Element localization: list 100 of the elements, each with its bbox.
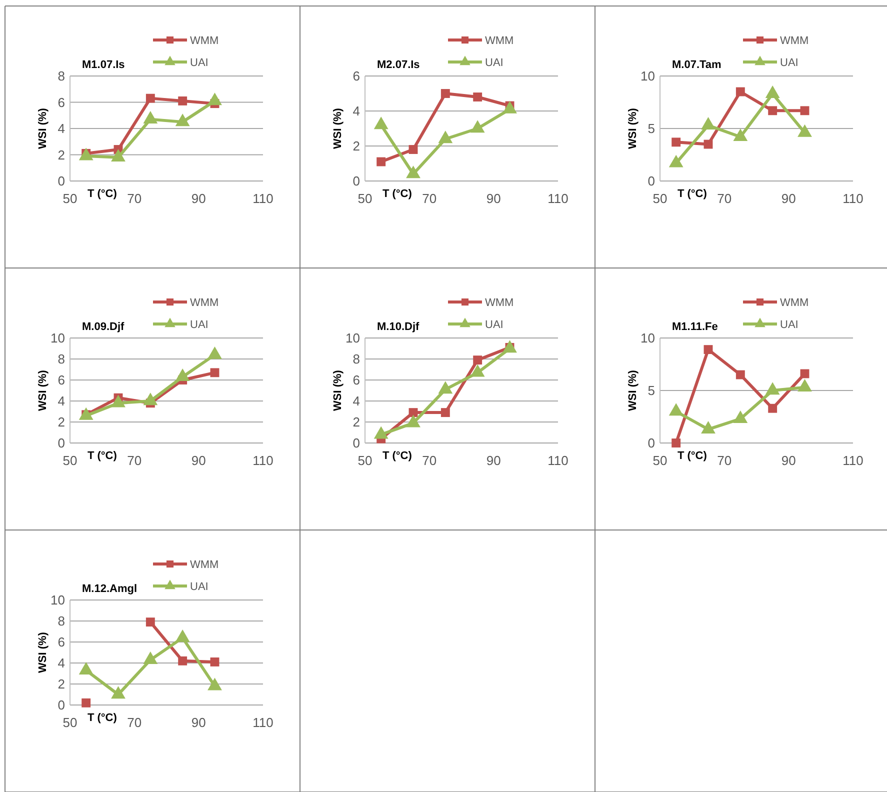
- x-tick-label: 90: [191, 453, 206, 468]
- y-tick-label: 5: [648, 121, 655, 136]
- x-tick-label: 50: [652, 453, 668, 468]
- point: [473, 356, 482, 365]
- point: [733, 410, 748, 424]
- x-tick-label: 110: [842, 453, 864, 468]
- point: [736, 370, 745, 380]
- point: [78, 148, 94, 160]
- x-tick-label: 90: [191, 715, 206, 730]
- chart-title: M.10.Djf: [377, 321, 420, 333]
- x-tick-label: 70: [717, 191, 732, 206]
- legend-label: UAI: [485, 56, 504, 69]
- x-tick-label: 70: [127, 191, 142, 206]
- y-tick-label: 0: [58, 436, 65, 451]
- x-axis-title: T (°C): [87, 450, 118, 462]
- y-axis-title: WSI (%): [332, 108, 344, 149]
- point: [438, 381, 453, 394]
- x-axis-title: T (°C): [677, 188, 708, 200]
- y-tick-label: 6: [352, 372, 360, 388]
- legend-label: WMM: [190, 558, 219, 571]
- y-tick-label: 4: [58, 121, 65, 136]
- y-tick-label: 10: [640, 330, 655, 346]
- point: [146, 618, 155, 627]
- x-axis-title: T (°C): [87, 188, 118, 200]
- legend-label: WMM: [485, 34, 514, 47]
- legend-label: WMM: [190, 296, 219, 309]
- point: [143, 110, 158, 124]
- x-tick-label: 110: [252, 191, 274, 206]
- y-tick-label: 6: [58, 634, 65, 650]
- y-axis-title: WSI (%): [627, 108, 639, 149]
- x-axis-title: T (°C): [382, 188, 412, 200]
- y-tick-label: 5: [648, 383, 655, 398]
- y-tick-label: 4: [58, 394, 65, 409]
- y-tick-label: 8: [58, 352, 65, 367]
- y-tick-label: 2: [352, 138, 360, 154]
- point: [143, 652, 158, 664]
- x-axis-title: T (°C): [677, 450, 708, 462]
- chart-title: M.09.Djf: [82, 321, 125, 333]
- y-tick-label: 2: [58, 676, 65, 692]
- y-tick-label: 0: [352, 436, 360, 451]
- x-tick-label: 70: [422, 453, 437, 468]
- point: [175, 368, 190, 382]
- x-tick-label: 50: [652, 191, 668, 206]
- x-tick-label: 110: [842, 191, 864, 206]
- x-tick-label: 90: [486, 453, 501, 468]
- y-axis-title: WSI (%): [37, 370, 49, 411]
- legend-label: WMM: [485, 296, 514, 309]
- point: [208, 92, 222, 106]
- chart-title: M1.11.Fe: [672, 321, 718, 333]
- point: [704, 345, 713, 354]
- x-tick-label: 110: [548, 191, 568, 206]
- x-axis-title: T (°C): [87, 712, 118, 724]
- chart-title: M.12.Amgl: [82, 583, 138, 595]
- point: [473, 92, 482, 102]
- x-tick-label: 90: [781, 191, 796, 206]
- point: [374, 116, 388, 130]
- point: [440, 89, 450, 98]
- y-tick-label: 0: [58, 174, 65, 189]
- legend-label: UAI: [190, 580, 208, 593]
- y-axis-title: WSI (%): [332, 370, 344, 411]
- point: [768, 404, 778, 413]
- legend-label: WMM: [780, 34, 809, 47]
- y-tick-label: 0: [648, 174, 655, 189]
- point: [111, 686, 126, 699]
- x-tick-label: 70: [127, 453, 142, 468]
- y-tick-label: 6: [58, 94, 65, 110]
- y-tick-label: 2: [58, 147, 65, 162]
- point: [765, 382, 780, 395]
- x-tick-label: 90: [486, 191, 501, 206]
- y-tick-label: 8: [352, 352, 360, 367]
- legend-label: WMM: [190, 34, 219, 47]
- x-tick-label: 70: [717, 453, 732, 468]
- y-tick-label: 6: [58, 372, 65, 388]
- x-tick-label: 90: [191, 191, 206, 206]
- point: [208, 346, 222, 359]
- y-tick-label: 2: [58, 414, 65, 430]
- legend-label: UAI: [780, 56, 798, 69]
- x-tick-label: 50: [62, 715, 78, 730]
- y-axis-title: WSI (%): [37, 108, 49, 149]
- point: [502, 340, 517, 353]
- point: [470, 120, 485, 133]
- x-tick-label: 110: [252, 453, 274, 468]
- y-tick-label: 8: [58, 614, 65, 629]
- x-tick-label: 50: [62, 453, 78, 468]
- y-tick-label: 6: [352, 68, 360, 84]
- x-tick-label: 70: [127, 715, 142, 730]
- point: [798, 379, 812, 392]
- point: [408, 408, 418, 418]
- point: [440, 408, 450, 418]
- y-axis-title: WSI (%): [37, 632, 49, 673]
- x-tick-label: 110: [548, 453, 568, 468]
- point: [406, 414, 420, 428]
- x-tick-label: 50: [358, 191, 372, 206]
- y-tick-label: 10: [50, 330, 65, 346]
- y-tick-label: 2: [352, 414, 360, 430]
- y-tick-label: 0: [352, 174, 360, 189]
- x-tick-label: 90: [781, 453, 796, 468]
- legend-label: UAI: [485, 318, 504, 331]
- point: [146, 94, 155, 103]
- point: [701, 421, 716, 434]
